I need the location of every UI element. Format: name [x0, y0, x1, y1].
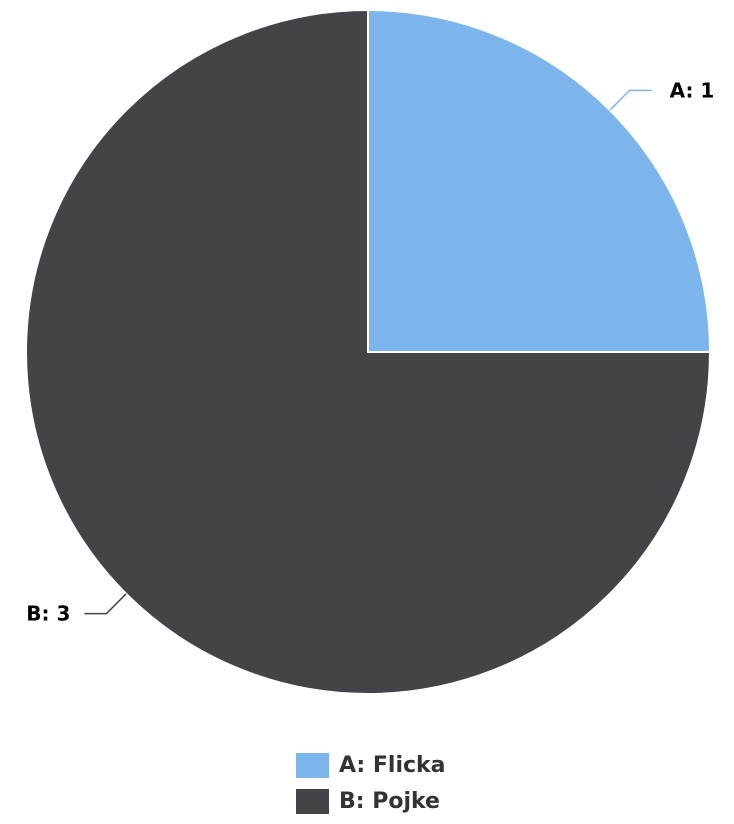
- pie-slices: [25, 8, 712, 695]
- pie-chart: A: 1 B: 3: [25, 8, 714, 695]
- legend: A: Flicka B: Pojke: [296, 752, 446, 824]
- pie-slice-a[interactable]: [367, 8, 712, 353]
- pie-slice-b[interactable]: [25, 8, 712, 695]
- legend-label-b: B: Pojke: [339, 788, 440, 814]
- legend-swatch-b: [296, 788, 329, 814]
- data-label-connectors: [84, 89, 652, 615]
- label-connector-b: [84, 593, 127, 615]
- label-connector-a: [609, 89, 652, 111]
- legend-label-a: A: Flicka: [339, 752, 446, 778]
- data-label-b: B: 3: [26, 602, 70, 626]
- data-label-a: A: 1: [670, 78, 715, 102]
- legend-swatch-a: [296, 752, 329, 778]
- legend-item-a[interactable]: A: Flicka: [296, 752, 446, 778]
- data-labels: A: 1 B: 3: [26, 78, 714, 625]
- legend-item-b[interactable]: B: Pojke: [296, 788, 446, 814]
